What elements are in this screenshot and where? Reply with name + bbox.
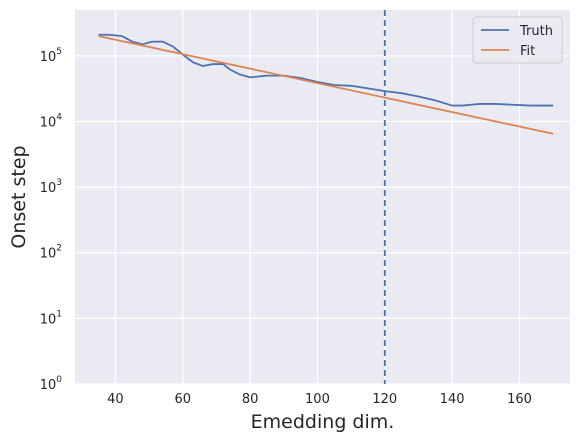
- y-tick-label: 105: [40, 47, 62, 65]
- plot-area: [75, 10, 570, 384]
- x-tick-label: 80: [242, 392, 259, 407]
- legend-label-truth: Truth: [519, 24, 553, 39]
- data-series: [98, 33, 554, 135]
- y-tick-label: 104: [40, 112, 63, 130]
- y-tick-label: 101: [40, 309, 62, 327]
- x-tick-label: 160: [507, 392, 532, 407]
- legend: Truth Fit: [472, 16, 563, 64]
- y-axis-title: Onset step: [8, 145, 30, 248]
- fit-line-series: [98, 35, 554, 135]
- x-tick-label: 40: [107, 392, 124, 407]
- x-tick-label: 140: [440, 392, 465, 407]
- y-tick-label: 102: [40, 244, 62, 262]
- y-tick-label: 103: [40, 178, 62, 196]
- x-tick-label: 120: [372, 392, 397, 407]
- axis-ticks: 40 60 80 100 120 140 160 100 101 102 103 104 105: [40, 47, 532, 407]
- x-tick-label: 60: [174, 392, 191, 407]
- x-tick-label: 100: [305, 392, 330, 407]
- y-tick-label: 100: [40, 375, 63, 393]
- legend-box: [472, 16, 563, 64]
- legend-label-fit: Fit: [520, 44, 535, 59]
- x-axis-title: Emedding dim.: [251, 411, 395, 433]
